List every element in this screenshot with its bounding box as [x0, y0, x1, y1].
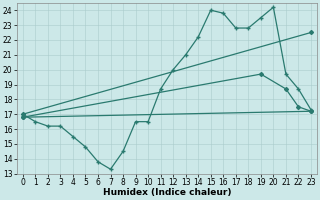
- X-axis label: Humidex (Indice chaleur): Humidex (Indice chaleur): [103, 188, 231, 197]
